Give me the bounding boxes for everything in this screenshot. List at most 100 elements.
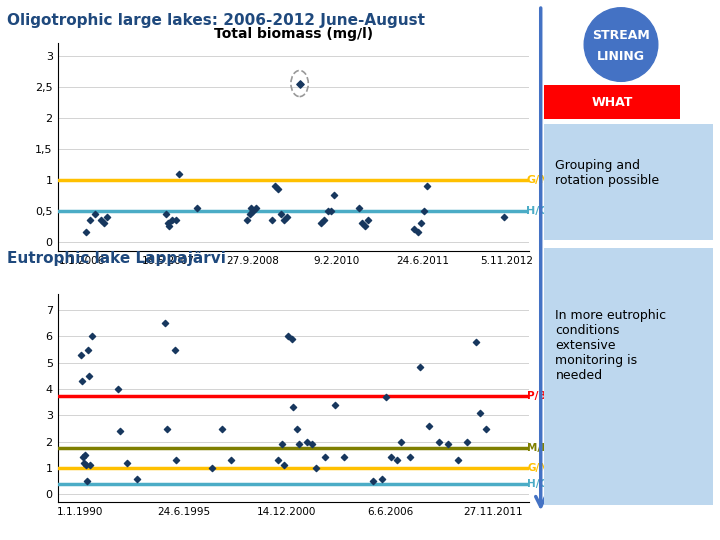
Point	[293, 440, 305, 449]
Point	[307, 440, 318, 449]
Text: Grouping and
rotation possible: Grouping and rotation possible	[555, 159, 660, 187]
Point	[499, 213, 510, 221]
Point	[246, 204, 257, 212]
Point	[380, 393, 392, 401]
Point	[266, 216, 277, 225]
Point	[338, 453, 350, 462]
Text: WHAT: WHAT	[591, 96, 633, 109]
Text: In more eutrophic
conditions
extensive
monitoring is
needed: In more eutrophic conditions extensive m…	[555, 309, 667, 382]
Point	[84, 461, 96, 470]
Point	[81, 477, 93, 485]
Point	[112, 384, 124, 393]
Point	[279, 216, 290, 225]
Point	[84, 216, 96, 225]
Text: G/M: G/M	[527, 463, 550, 473]
Text: LINING: LINING	[597, 50, 645, 63]
Point	[244, 210, 256, 218]
Point	[377, 474, 388, 483]
Point	[168, 345, 180, 354]
Circle shape	[584, 8, 658, 82]
Point	[282, 332, 294, 341]
Point	[273, 456, 284, 464]
Point	[301, 437, 312, 446]
Point	[251, 204, 262, 212]
Point	[282, 213, 293, 221]
Title: Total biomass (mg/l): Total biomass (mg/l)	[214, 26, 373, 40]
Point	[329, 401, 341, 409]
Point	[315, 219, 327, 227]
Text: Eutrophic lake Lappajärvi: Eutrophic lake Lappajärvi	[7, 251, 226, 266]
Point	[161, 424, 173, 433]
Point	[76, 377, 88, 386]
Text: STREAM: STREAM	[592, 29, 650, 42]
Point	[82, 345, 94, 354]
Point	[83, 372, 94, 380]
Point	[122, 458, 133, 467]
Point	[161, 210, 172, 218]
Point	[80, 461, 91, 470]
Point	[173, 169, 184, 178]
Point	[114, 427, 125, 435]
Point	[414, 362, 426, 371]
Point	[76, 350, 87, 359]
Point	[216, 424, 228, 433]
Point	[328, 191, 340, 200]
Point	[247, 206, 258, 215]
Text: M/P: M/P	[527, 443, 549, 453]
Point	[405, 453, 416, 462]
Point	[159, 319, 171, 328]
Text: H/G: H/G	[527, 479, 549, 489]
Point	[395, 437, 407, 446]
Point	[451, 456, 463, 464]
Point	[241, 216, 253, 225]
Point	[292, 424, 303, 433]
Point	[269, 181, 281, 190]
Point	[320, 453, 331, 462]
Point	[367, 477, 379, 485]
Point	[421, 181, 433, 190]
Point	[418, 206, 429, 215]
Point	[207, 464, 218, 472]
Text: Oligotrophic large lakes: 2006-2012 June-August: Oligotrophic large lakes: 2006-2012 June…	[7, 14, 426, 29]
Point	[171, 456, 182, 464]
Point	[433, 437, 444, 446]
Point	[78, 458, 90, 467]
Text: P/B: P/B	[527, 390, 546, 401]
Point	[170, 216, 181, 225]
Point	[325, 206, 336, 215]
Point	[89, 210, 101, 218]
Point	[319, 216, 330, 225]
Point	[86, 332, 97, 341]
Point	[462, 437, 473, 446]
Point	[310, 464, 322, 472]
Point	[471, 338, 482, 346]
Point	[192, 204, 203, 212]
Point	[99, 219, 110, 227]
Point	[80, 228, 91, 237]
Point	[412, 228, 423, 237]
Point	[95, 216, 107, 225]
Point	[276, 440, 288, 449]
Point	[362, 216, 374, 225]
Point	[474, 408, 486, 417]
Point	[162, 219, 174, 227]
Point	[102, 213, 113, 221]
Point	[294, 79, 305, 88]
Point	[386, 453, 397, 462]
Text: G/M: G/M	[526, 175, 550, 185]
Point	[163, 222, 175, 231]
Point	[79, 450, 91, 459]
Point	[356, 219, 367, 227]
Text: H/G: H/G	[526, 206, 549, 216]
Point	[225, 456, 237, 464]
Point	[322, 206, 333, 215]
Point	[359, 222, 371, 231]
Point	[480, 424, 492, 433]
Point	[286, 335, 297, 343]
Point	[392, 456, 403, 464]
Point	[278, 461, 289, 470]
Point	[275, 210, 287, 218]
Point	[442, 440, 454, 449]
Point	[287, 403, 299, 412]
Point	[415, 219, 426, 227]
